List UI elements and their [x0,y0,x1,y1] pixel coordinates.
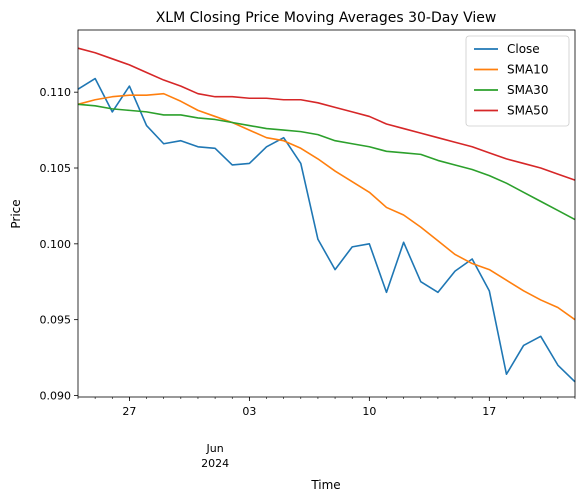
x-tick-label: 10 [362,405,376,418]
x-tick-label: 27 [122,405,136,418]
y-tick-label: 0.100 [40,238,72,251]
legend-label: Close [507,42,540,56]
chart-title: XLM Closing Price Moving Averages 30-Day… [156,10,497,26]
x-tick-month-label: Jun [206,442,224,455]
legend-label: SMA10 [507,63,548,77]
series-line-sma50 [77,47,576,181]
x-tick-year-label: 2024 [201,457,229,470]
legend-box [465,35,570,127]
series-layer [77,47,576,383]
y-tick-label: 0.105 [40,162,72,175]
legend: Close SMA10 SMA30 SMA50 [465,35,570,127]
y-tick-label: 0.110 [40,86,72,99]
legend-label: SMA30 [507,83,548,97]
x-tick-label: 03 [242,405,256,418]
ticks-layer: 0.090 0.095 0.100 0.105 0.110 27 03 10 17 Jun 2024 [40,86,576,470]
legend-label: SMA50 [507,104,548,118]
series-line-close [77,77,576,383]
x-tick-label: 17 [482,405,496,418]
y-tick-label: 0.090 [40,389,72,402]
y-axis-label: Price [9,199,23,228]
series-line-sma30 [77,103,576,221]
plot-frame [77,29,576,398]
x-axis-label: Time [310,478,340,492]
series-line-sma10 [77,92,576,321]
y-tick-label: 0.095 [40,314,72,327]
